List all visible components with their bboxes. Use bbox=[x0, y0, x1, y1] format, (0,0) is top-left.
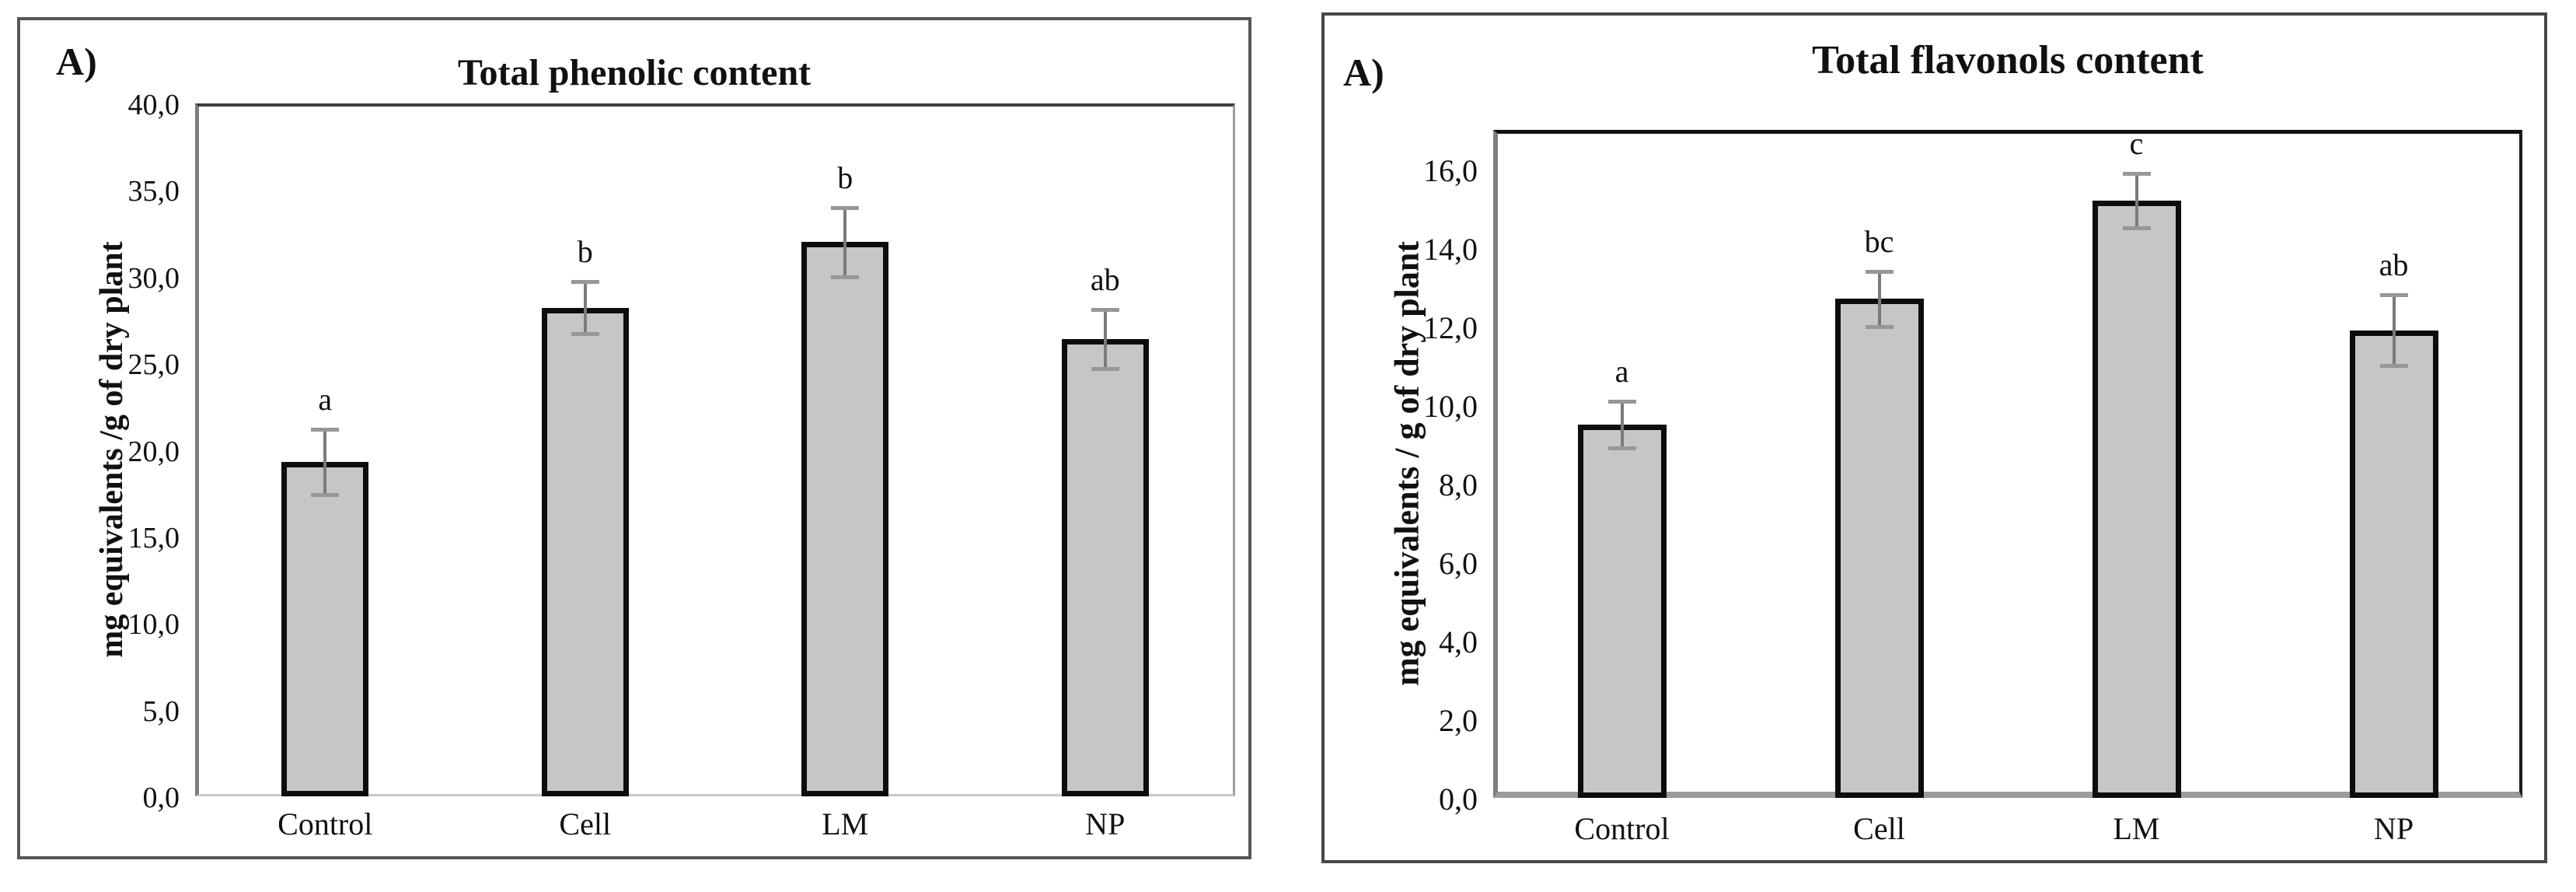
significance-letter: b bbox=[837, 159, 853, 195]
error-bar bbox=[2392, 295, 2396, 366]
error-bar-cap bbox=[1865, 324, 1894, 329]
significance-letter: ab bbox=[2379, 247, 2409, 283]
y-tick-label: 2,0 bbox=[1439, 702, 1478, 738]
error-bar bbox=[2134, 173, 2138, 229]
y-tick-label: 35,0 bbox=[127, 175, 180, 208]
phenolic-content-chart-panel: A) Total phenolic content mg equivalents… bbox=[17, 17, 1251, 859]
x-tick-label-control: Control bbox=[1574, 811, 1670, 846]
y-tick-label: 25,0 bbox=[127, 348, 180, 382]
error-bar-cap bbox=[571, 332, 599, 337]
y-tick-label: 16,0 bbox=[1423, 152, 1478, 188]
error-bar bbox=[583, 282, 587, 334]
x-tick-label-control: Control bbox=[277, 806, 373, 841]
y-tick-label: 20,0 bbox=[127, 435, 180, 468]
y-tick-label: 4,0 bbox=[1439, 624, 1478, 659]
y-tick-label: 10,0 bbox=[127, 608, 180, 642]
y-tick-label: 10,0 bbox=[1423, 388, 1478, 424]
flavonols-content-chart-panel: A) Total flavonols content mg equivalent… bbox=[1321, 12, 2547, 863]
y-tick-label: 15,0 bbox=[127, 521, 180, 554]
significance-letter: a bbox=[318, 381, 333, 417]
significance-letter: b bbox=[577, 234, 593, 270]
error-bar-cap bbox=[831, 275, 860, 279]
significance-letter: a bbox=[1614, 353, 1629, 389]
error-bar bbox=[323, 429, 327, 495]
error-bar-cap bbox=[571, 280, 599, 285]
bar-np bbox=[1061, 338, 1149, 796]
y-axis-title: mg equivalents / g of dry plant bbox=[1387, 240, 1426, 687]
panel-letter-label: A) bbox=[56, 40, 97, 83]
bar-lm bbox=[801, 242, 889, 796]
error-bar-cap bbox=[1865, 269, 1894, 274]
significance-letter: c bbox=[2129, 125, 2144, 161]
y-tick-label: 40,0 bbox=[127, 89, 180, 121]
chart-title: Total phenolic content bbox=[457, 52, 812, 93]
x-tick-label-lm: LM bbox=[2113, 811, 2160, 846]
bar-control bbox=[1577, 424, 1667, 798]
bar-np bbox=[2349, 330, 2438, 798]
x-tick-label-cell: Cell bbox=[1853, 811, 1905, 846]
significance-letter: ab bbox=[1090, 262, 1120, 298]
y-tick-label: 30,0 bbox=[127, 261, 180, 295]
y-tick-label: 0,0 bbox=[1439, 782, 1478, 817]
significance-letter: bc bbox=[1864, 223, 1894, 259]
bar-control bbox=[281, 462, 369, 796]
error-bar-cap bbox=[1607, 399, 1636, 404]
error-bar bbox=[1877, 271, 1881, 327]
error-bar-cap bbox=[2379, 293, 2408, 298]
error-bar-cap bbox=[1607, 446, 1636, 451]
error-bar bbox=[1620, 401, 1624, 449]
error-bar-cap bbox=[1091, 366, 1119, 371]
x-tick-label-lm: LM bbox=[822, 806, 869, 841]
error-bar-cap bbox=[1091, 308, 1119, 313]
error-bar-cap bbox=[2379, 364, 2408, 369]
bar-cell bbox=[1834, 299, 1924, 798]
error-bar bbox=[1103, 310, 1107, 369]
chart-title: Total flavonols content bbox=[1812, 38, 2204, 82]
error-bar-cap bbox=[311, 493, 340, 498]
error-bar-cap bbox=[311, 427, 340, 432]
error-bar-cap bbox=[831, 205, 860, 210]
x-tick-label-np: NP bbox=[2373, 811, 2414, 846]
y-tick-label: 14,0 bbox=[1423, 231, 1478, 267]
bar-lm bbox=[2092, 200, 2181, 798]
y-tick-label: 8,0 bbox=[1439, 467, 1478, 502]
panel-letter-label: A) bbox=[1343, 51, 1384, 94]
error-bar bbox=[843, 207, 847, 277]
error-bar-cap bbox=[2122, 171, 2151, 176]
bar-cell bbox=[541, 307, 629, 796]
y-tick-label: 12,0 bbox=[1423, 310, 1478, 345]
y-tick-label: 6,0 bbox=[1439, 545, 1478, 581]
x-tick-label-cell: Cell bbox=[559, 806, 612, 841]
y-tick-label: 0,0 bbox=[142, 782, 180, 814]
y-tick-label: 5,0 bbox=[142, 694, 180, 728]
x-tick-label-np: NP bbox=[1085, 806, 1126, 841]
error-bar-cap bbox=[2122, 226, 2151, 231]
